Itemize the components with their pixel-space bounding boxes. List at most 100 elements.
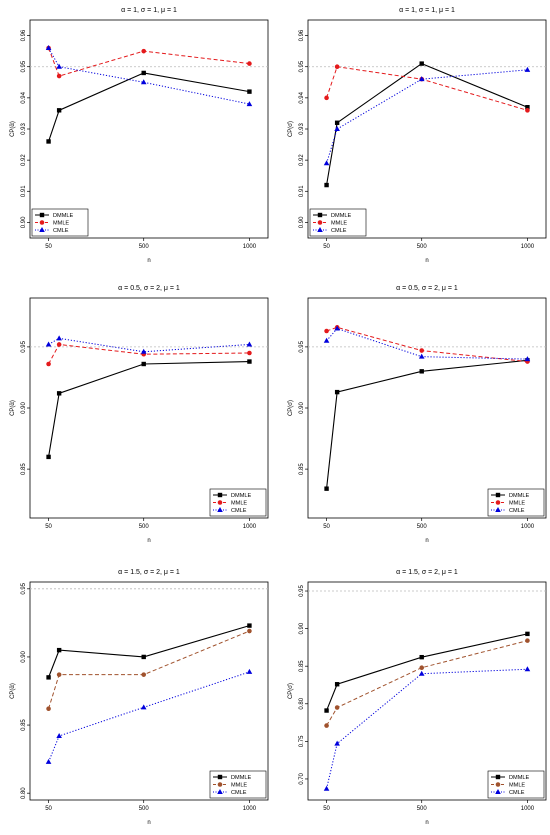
y-tick-label: 0.85 — [21, 719, 27, 731]
data-point-dmmle — [324, 708, 329, 713]
y-tick-label: 0.90 — [299, 402, 305, 414]
data-point-dmmle — [525, 631, 530, 637]
y-axis-label: CP(σ̄) — [288, 683, 294, 699]
data-point-dmmle — [56, 647, 62, 653]
x-tick-label: 1000 — [521, 806, 535, 812]
legend-swatch-marker — [495, 507, 501, 512]
legend-swatch-marker — [495, 782, 501, 787]
data-point-cmle — [334, 325, 340, 331]
data-point-cmle — [323, 160, 330, 166]
data-point-mmle — [46, 361, 51, 367]
legend-label: DMMLE — [509, 775, 529, 781]
plot-frame — [307, 297, 547, 519]
plot-frame — [307, 19, 547, 239]
series-line-mmle — [326, 326, 528, 363]
series-line-mmle — [48, 343, 250, 365]
data-point-dmmle — [334, 389, 340, 395]
data-point-cmle — [45, 45, 52, 51]
data-point-dmmle — [324, 182, 329, 188]
legend-label: DMMLE — [231, 775, 251, 781]
data-point-cmle — [246, 101, 253, 107]
data-point-mmle — [419, 348, 425, 353]
panel-title: α = 0.5, σ = 2, μ = 1 — [118, 285, 180, 292]
data-point-mmle — [56, 672, 62, 677]
data-point-mmle — [247, 61, 252, 66]
legend-swatch-marker — [495, 492, 501, 498]
y-tick-label: 0.94 — [299, 91, 305, 103]
data-point-cmle — [418, 670, 425, 676]
y-tick-label: 0.95 — [21, 340, 27, 352]
x-tick-label: 500 — [139, 244, 150, 250]
x-tick-label: 500 — [417, 806, 428, 812]
legend-swatch-marker — [217, 507, 223, 512]
data-point-cmle — [418, 76, 425, 82]
series-line-cmle — [48, 337, 250, 353]
legend-swatch-marker — [217, 492, 223, 498]
series-line-mmle — [48, 47, 250, 77]
data-point-mmle — [324, 723, 329, 728]
data-point-dmmle — [247, 359, 252, 364]
panel-5: α = 1.5, σ = 2, μ = 1 0.80 0.85 0.90 0.95 50 5… — [10, 569, 269, 826]
data-point-dmmle — [46, 675, 51, 680]
legend-label: MMLE — [331, 221, 347, 227]
y-tick-label: 0.75 — [299, 735, 305, 747]
series-line-mmle — [326, 66, 528, 111]
data-point-mmle — [141, 672, 147, 677]
legend-swatch-marker — [217, 500, 223, 505]
data-point-mmle — [324, 95, 329, 101]
data-point-mmle — [247, 628, 252, 634]
data-point-cmle — [140, 348, 147, 354]
series-line-dmmle — [48, 72, 250, 142]
data-point-dmmle — [46, 454, 51, 460]
y-tick-label: 0.92 — [299, 154, 305, 166]
y-tick-label: 0.90 — [21, 402, 27, 414]
legend-label: DMMLE — [53, 213, 73, 219]
legend-swatch-marker — [39, 220, 45, 225]
legend-swatch-marker — [317, 212, 323, 218]
legend-label: CMLE — [231, 790, 247, 796]
data-point-cmle — [45, 758, 52, 764]
y-tick-label: 0.85 — [21, 463, 27, 475]
data-point-dmmle — [334, 120, 340, 125]
y-tick-label: 0.95 — [299, 60, 305, 72]
data-point-dmmle — [324, 486, 329, 491]
panel-2: α = 1, σ = 1, μ = 1 0.90 0.91 0.92 0.93 0.94 0… — [288, 7, 547, 264]
y-tick-label: 0.70 — [299, 772, 305, 784]
y-tick-label: 0.91 — [299, 185, 305, 197]
legend-label: MMLE — [509, 501, 525, 507]
data-point-mmle — [525, 108, 530, 113]
data-point-mmle — [334, 705, 340, 710]
y-tick-label: 0.91 — [21, 185, 27, 197]
data-point-mmle — [247, 350, 252, 356]
data-point-mmle — [46, 706, 51, 712]
legend-swatch-marker — [217, 789, 223, 794]
series-line-mmle — [326, 640, 528, 726]
data-point-mmle — [525, 638, 530, 643]
series-line-cmle — [48, 671, 250, 763]
data-point-cmle — [524, 666, 531, 672]
legend-label: CMLE — [509, 790, 525, 796]
series-line-cmle — [48, 47, 250, 105]
data-point-dmmle — [419, 654, 424, 660]
data-point-cmle — [418, 353, 425, 359]
plot-frame — [29, 19, 269, 239]
plot-frame — [29, 297, 269, 519]
x-tick-label: 500 — [417, 524, 428, 530]
data-point-mmle — [419, 665, 425, 670]
x-tick-label: 500 — [139, 524, 150, 530]
y-tick-label: 0.96 — [299, 29, 305, 41]
y-tick-label: 0.92 — [21, 154, 27, 166]
legend-label: MMLE — [509, 783, 525, 789]
y-tick-label: 0.95 — [299, 585, 305, 597]
data-point-dmmle — [46, 139, 51, 144]
y-axis-label: CP(σ̄) — [288, 400, 294, 416]
x-tick-label: 50 — [323, 244, 330, 250]
legend-label: DMMLE — [509, 493, 529, 499]
legend-swatch-marker — [317, 220, 323, 225]
legend-label: DMMLE — [231, 493, 251, 499]
panel-title: α = 1, σ = 1, μ = 1 — [399, 7, 455, 14]
